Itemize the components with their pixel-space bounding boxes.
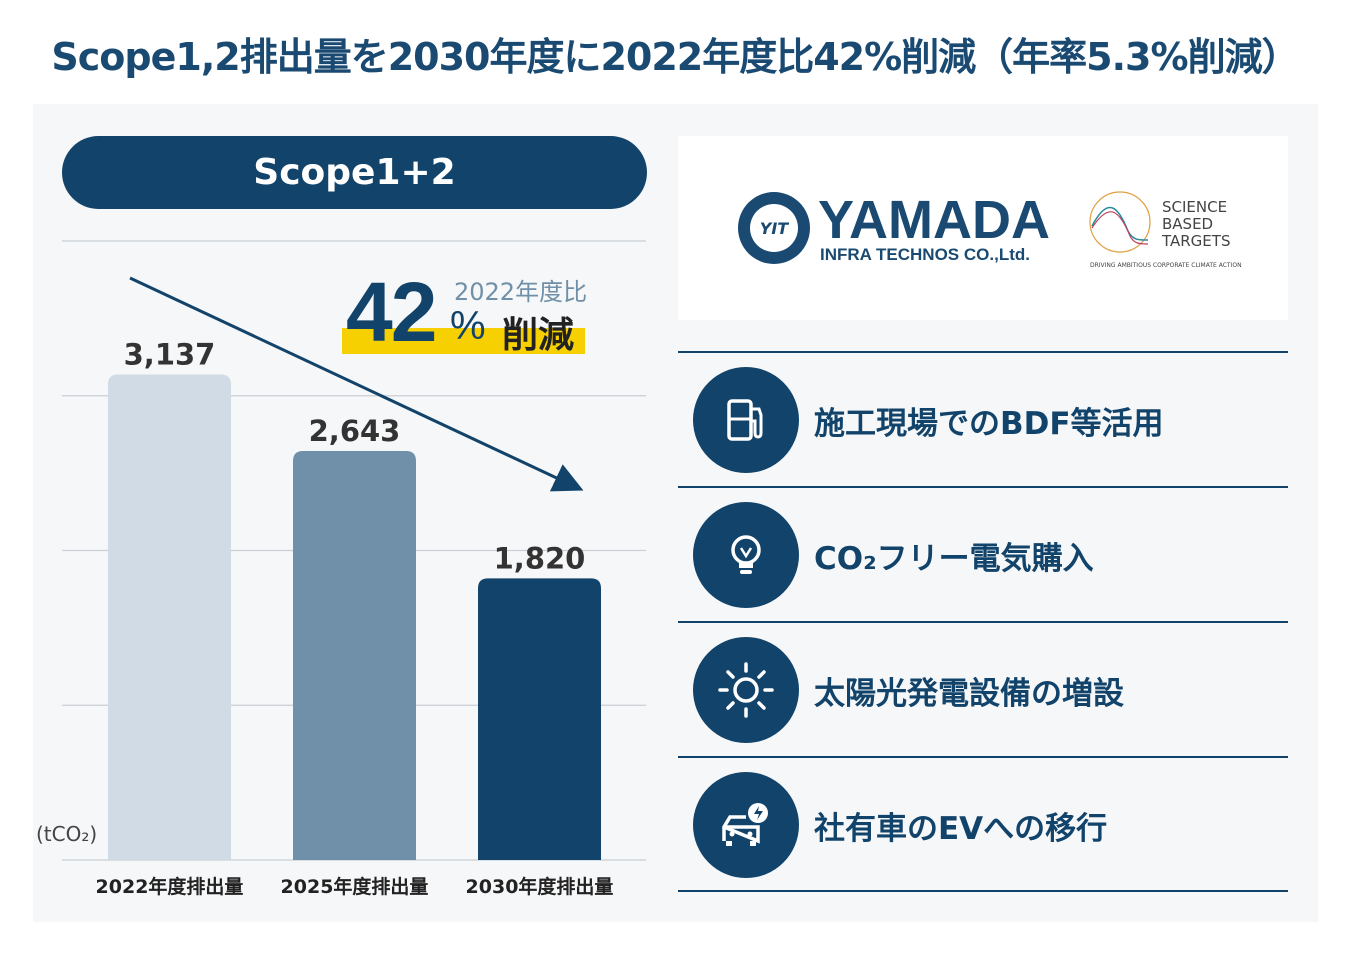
company-name: YAMADA (818, 190, 1050, 250)
category-label: 2022年度排出量 (96, 875, 244, 898)
reduction-number: 42 (346, 265, 437, 359)
logo-box: YIT YAMADA INFRA TECHNOS CO.,Ltd. SCIENC… (678, 136, 1288, 320)
divider (678, 351, 1288, 353)
reduction-badge: 42 2022年度比 % 削減 (342, 265, 592, 359)
percent-sign: % (450, 304, 486, 348)
sun-icon (718, 662, 774, 718)
initiative-ev: 社有車のEVへの移行 (693, 772, 1107, 878)
initiative-label: 施工現場でのBDF等活用 (814, 405, 1164, 442)
lightbulb-icon (731, 535, 761, 574)
bar-1 (293, 450, 416, 860)
divider (678, 621, 1288, 623)
sbti-tagline: DRIVING AMBITIOUS CORPORATE CLIMATE ACTI… (1090, 262, 1242, 269)
company-sub: INFRA TECHNOS CO.,Ltd. (820, 245, 1030, 264)
divider (678, 890, 1288, 892)
initiative-solar: 太陽光発電設備の増設 (693, 637, 1124, 743)
value-label: 3,137 (124, 338, 216, 372)
highlight-bar (342, 328, 585, 354)
unit-label: (tCO₂) (36, 822, 98, 846)
sbti-line-2: BASED (1162, 215, 1213, 233)
category-label: 2030年度排出量 (466, 875, 614, 898)
category-label: 2025年度排出量 (281, 875, 429, 898)
divider (678, 756, 1288, 758)
value-label: 2,643 (309, 414, 401, 448)
fuel-pump-icon (727, 399, 763, 441)
svg-text:YIT: YIT (760, 219, 790, 238)
scope-header: Scope1+2 (62, 136, 647, 209)
trend-arrow (129, 276, 584, 492)
initiative-label: 社有車のEVへの移行 (814, 810, 1108, 847)
initiative-label: 太陽光発電設備の増設 (814, 675, 1124, 712)
initiative-electricity: CO₂フリー電気購入 (693, 502, 1094, 608)
initiative-bdf: 施工現場でのBDF等活用 (693, 367, 1164, 473)
ev-car-icon (722, 803, 768, 846)
sbti-line-3: TARGETS (1161, 232, 1230, 250)
yamada-seal-logo: YIT (738, 192, 810, 264)
logos: YIT YAMADA INFRA TECHNOS CO.,Ltd. SCIENC… (738, 190, 1242, 269)
sbti-logo (1089, 191, 1151, 253)
divider (678, 486, 1288, 488)
baseline-label: 2022年度比 (454, 278, 588, 306)
value-label: 1,820 (494, 541, 586, 575)
bar-2 (478, 578, 601, 860)
sbti-line-1: SCIENCE (1162, 198, 1227, 216)
reduction-label: 削減 (502, 315, 575, 356)
page-title: Scope1,2排出量を2030年度に2022年度比42%削減（年率5.3%削減… (51, 35, 1299, 79)
bar-0 (108, 374, 231, 860)
initiative-label: CO₂フリー電気購入 (814, 540, 1094, 577)
bar-chart: 3,137 2022年度排出量 2,643 2025年度排出量 1,820 2030年度排… (62, 240, 646, 898)
